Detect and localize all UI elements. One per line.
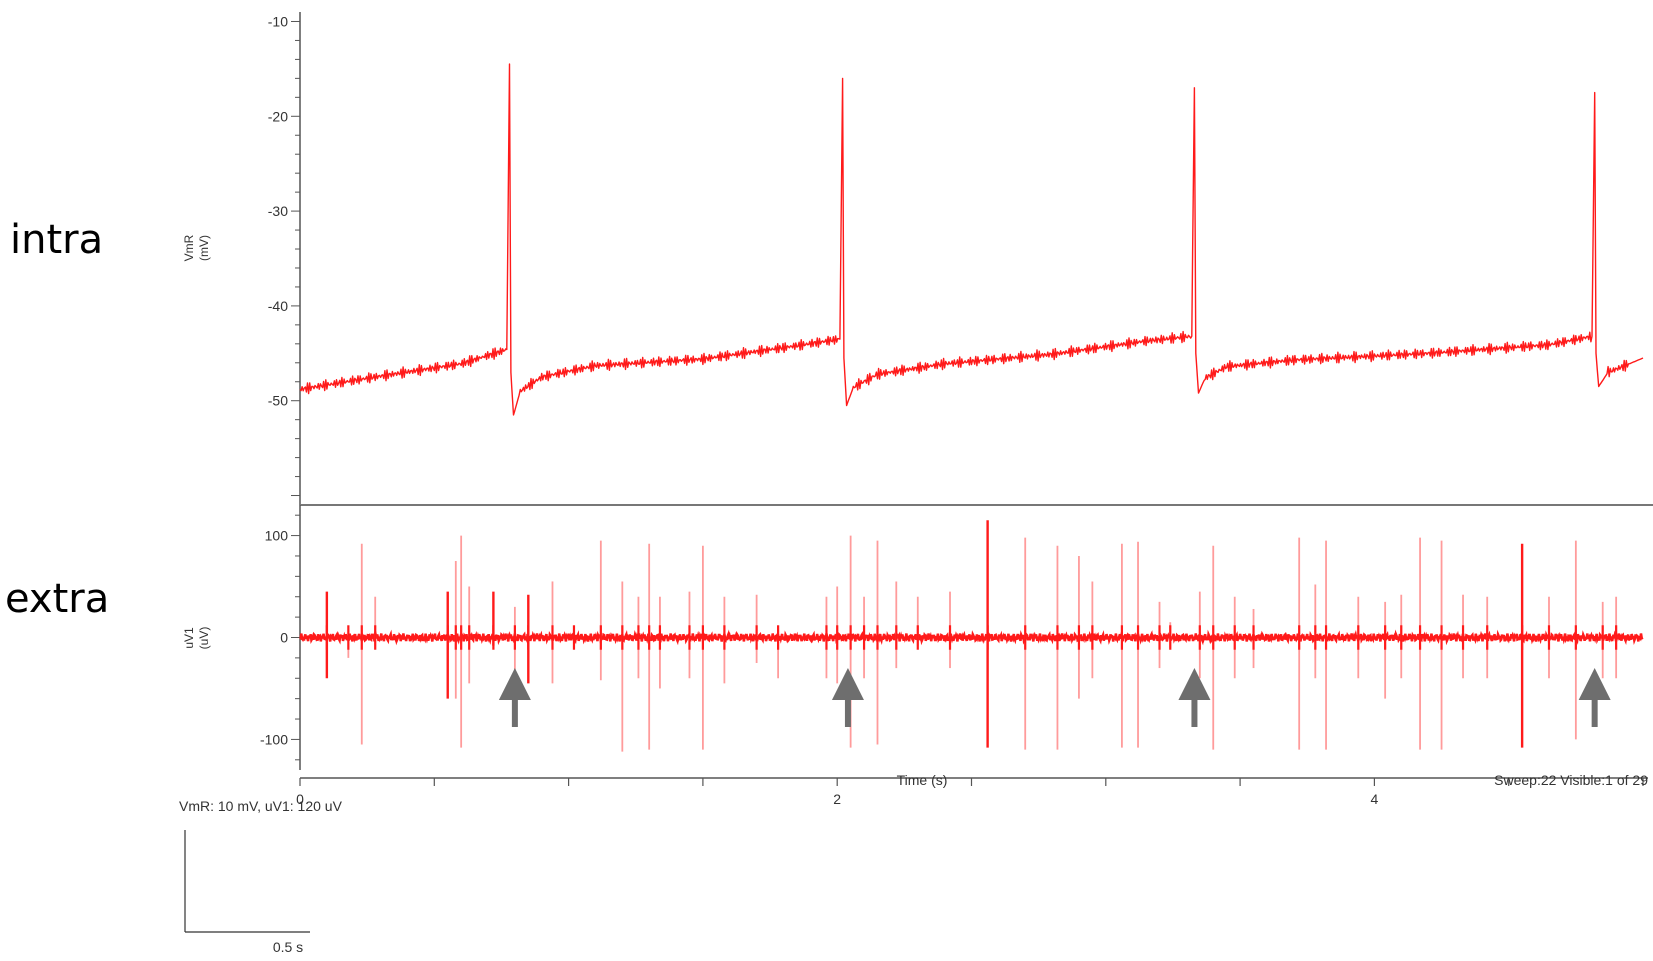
intra-ylabel-line1: VmR (182, 234, 196, 261)
arrow-shaft (1591, 699, 1598, 727)
arrow-shaft (844, 699, 851, 727)
arrow-shaft (1191, 699, 1198, 727)
arrow-head (831, 668, 864, 700)
extra-ylabel-line2: (uV) (197, 627, 211, 650)
x-tick-label: 4 (1371, 791, 1379, 807)
extra-ylabel-line1: uV1 (182, 627, 196, 649)
scale-text: VmR: 10 mV, uV1: 120 uV (179, 798, 343, 814)
extra-y-axis: 100 0 -100 (260, 505, 301, 770)
arrow-head (1578, 668, 1611, 700)
scale-time: 0.5 s (273, 939, 303, 955)
intra-trace-line (299, 63, 1644, 416)
extra-tick-label: 0 (280, 630, 288, 646)
intra-tick-label: -30 (268, 203, 288, 219)
time-x-axis: 0 2 4 (296, 777, 1648, 807)
arrow-markers (498, 668, 1611, 727)
arrow-shaft (511, 699, 518, 727)
arrow-marker (1178, 668, 1211, 727)
arrow-head (1178, 668, 1211, 700)
intra-ylabel-line2: (mV) (197, 235, 211, 261)
x-tick-label: 0 (296, 791, 304, 807)
intra-tick-label: -20 (268, 108, 288, 124)
extra-baseline (299, 629, 1644, 646)
extra-tick-label: -100 (260, 731, 288, 747)
extra-trace-layer (299, 520, 1644, 752)
intra-y-axis: -10 -20 -30 -40 -50 (268, 12, 301, 505)
sweep-info: Sweep:22 Visible:1 of 29 (1494, 772, 1648, 788)
intra-tick-label: -50 (268, 393, 288, 409)
x-axis-title: Time (s) (897, 772, 948, 788)
extra-tick-label: 100 (265, 528, 289, 544)
arrow-marker (498, 668, 531, 727)
extra-label: extra (5, 576, 109, 622)
intra-label: intra (10, 217, 103, 263)
intra-ylabel: VmR (mV) (182, 234, 211, 261)
extra-ylabel: uV1 (uV) (182, 627, 211, 650)
intra-tick-label: -40 (268, 298, 288, 314)
intra-trace-layer (299, 63, 1644, 416)
x-tick-label: 2 (833, 791, 841, 807)
arrow-marker (1578, 668, 1611, 727)
intra-tick-label: -10 (268, 13, 288, 29)
arrow-head (498, 668, 531, 700)
arrow-marker (831, 668, 864, 727)
